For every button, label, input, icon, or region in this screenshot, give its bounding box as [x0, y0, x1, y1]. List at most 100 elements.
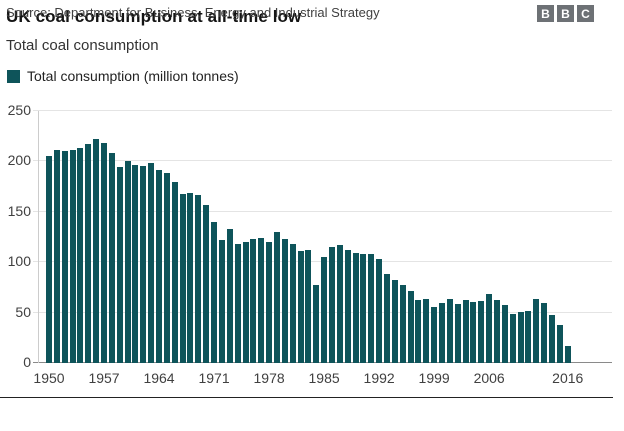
- bar-1954: [77, 148, 84, 363]
- bar-2012: [533, 298, 540, 363]
- bar-1960: [124, 161, 131, 363]
- bar-1998: [423, 298, 430, 363]
- x-axis-label: 1950: [33, 370, 65, 386]
- bar-1972: [218, 240, 225, 363]
- bar-2008: [501, 304, 508, 363]
- plot-area: [33, 110, 612, 363]
- bar-1989: [352, 253, 359, 363]
- x-axis-label: 1999: [418, 370, 450, 386]
- bar-2002: [454, 303, 461, 363]
- bar-1955: [85, 144, 92, 363]
- bar-2000: [439, 302, 445, 363]
- bar-1951: [53, 150, 60, 363]
- bar-1992: [376, 259, 383, 363]
- bbc-logo-letter-b1: B: [537, 5, 554, 22]
- bar-2011: [525, 310, 532, 363]
- bar-1965: [163, 172, 170, 363]
- bar-2001: [446, 298, 453, 363]
- bar-1957: [101, 143, 108, 363]
- bar-2010: [517, 311, 524, 363]
- bar-1976: [250, 239, 257, 363]
- bar-1963: [148, 163, 155, 363]
- bar-2003: [462, 299, 469, 363]
- x-axis-label: 1957: [88, 370, 120, 386]
- chart-legend: Total consumption (million tonnes): [7, 68, 239, 84]
- bar-1990: [360, 254, 367, 363]
- bar-1978: [266, 242, 273, 363]
- y-axis-label: 100: [7, 253, 31, 270]
- grid-line: [33, 211, 612, 212]
- bar-1977: [258, 238, 265, 363]
- x-axis-label: 1992: [363, 370, 395, 386]
- bar-1979: [273, 231, 280, 363]
- bbc-logo: B B C: [537, 5, 594, 22]
- bar-1956: [93, 139, 100, 363]
- bar-2006: [486, 294, 493, 363]
- grid-line: [33, 110, 612, 111]
- grid-line: [33, 160, 612, 161]
- bar-1993: [383, 274, 390, 363]
- bar-1996: [407, 291, 414, 363]
- bar-1967: [179, 193, 186, 363]
- y-axis-label: 50: [15, 303, 31, 320]
- bar-1966: [171, 181, 178, 363]
- bar-1953: [69, 150, 76, 363]
- chart-subtitle: Total coal consumption: [6, 37, 159, 54]
- bar-1959: [116, 167, 123, 363]
- bar-1987: [336, 245, 343, 363]
- bar-1994: [391, 280, 398, 363]
- bar-1964: [156, 170, 163, 363]
- bar-2015: [556, 324, 563, 363]
- bar-1952: [61, 151, 68, 363]
- legend-label: Total consumption (million tonnes): [27, 68, 239, 84]
- bar-1971: [211, 221, 218, 363]
- bar-2014: [549, 314, 556, 363]
- bar-1997: [415, 299, 422, 363]
- bar-1985: [321, 257, 328, 363]
- bar-1995: [399, 285, 406, 363]
- bar-1981: [289, 244, 296, 363]
- bar-2016: [564, 345, 571, 363]
- bar-2013: [541, 302, 548, 363]
- x-axis-label: 1978: [253, 370, 285, 386]
- bar-1961: [132, 165, 139, 363]
- bar-1999: [431, 306, 438, 363]
- x-axis-label: 2016: [552, 370, 584, 386]
- y-axis-label: 150: [7, 202, 31, 219]
- bar-1962: [140, 166, 147, 363]
- bar-1950: [46, 156, 52, 363]
- x-axis-label: 1985: [308, 370, 340, 386]
- bar-2007: [494, 299, 501, 363]
- y-axis-line: [38, 111, 39, 363]
- bbc-logo-letter-c: C: [577, 5, 594, 22]
- bar-1974: [234, 244, 241, 363]
- bar-1984: [313, 285, 320, 363]
- bbc-logo-letter-b2: B: [557, 5, 574, 22]
- bar-1980: [281, 239, 288, 363]
- y-axis-label: 200: [7, 152, 31, 169]
- bar-1991: [368, 254, 375, 363]
- y-axis-label: 250: [7, 102, 31, 118]
- bar-1975: [242, 242, 249, 363]
- bar-1986: [328, 247, 335, 363]
- bar-2005: [478, 300, 485, 363]
- y-axis-label: 0: [23, 354, 31, 370]
- bar-1973: [226, 228, 233, 363]
- bar-1969: [195, 194, 202, 363]
- source-text: Source: Department for Business, Energy …: [6, 5, 380, 20]
- bar-1958: [108, 153, 115, 363]
- page-title: UK coal consumption at all-time low: [6, 7, 302, 26]
- footer-divider: [0, 397, 613, 398]
- bar-1982: [297, 251, 304, 363]
- bar-1970: [203, 204, 210, 363]
- bar-1968: [187, 192, 194, 363]
- bar-chart: 0 50 100 150 200 250 1950 1957 1964 1971 1978 1985 1…: [0, 95, 624, 395]
- bar-2009: [509, 313, 516, 363]
- x-axis-label: 2006: [473, 370, 505, 386]
- x-axis-label: 1964: [143, 370, 175, 386]
- bar-1988: [344, 250, 351, 363]
- legend-swatch-icon: [7, 69, 20, 83]
- bar-2004: [470, 301, 477, 363]
- bar-1983: [305, 250, 312, 363]
